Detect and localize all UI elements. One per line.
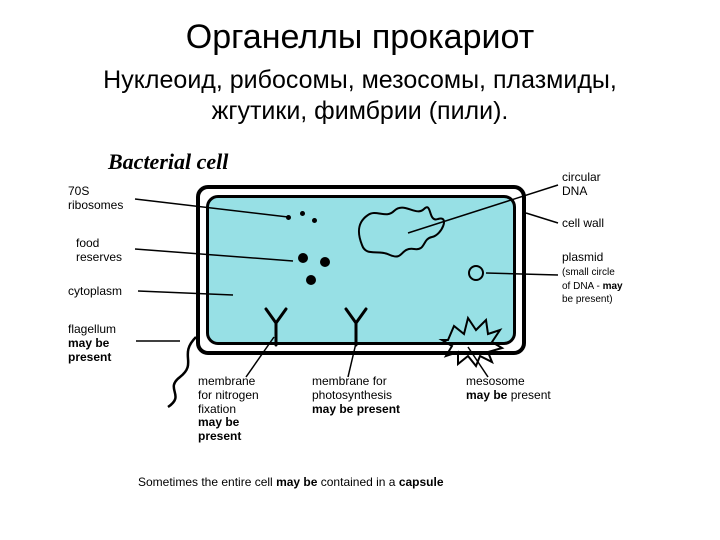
label-mesosome: mesosome may be present [466,375,551,403]
subtitle-line1: Нуклеоид, рибосомы, мезосомы, плазмиды, [103,66,617,94]
text: capsule [399,475,444,489]
text: ribosomes [68,198,123,212]
text: flagellum [68,322,116,336]
food-reserve-dot [298,253,308,263]
diagram: Bacterial cell 70S [68,145,652,505]
text: for nitrogen [198,388,259,402]
text: present [68,350,111,364]
ribosome-dot [312,218,317,223]
text: reserves [76,250,122,264]
ribosome-dot [286,215,291,220]
text: cell wall [562,216,604,230]
label-flagellum: flagellum may be present [68,323,116,364]
text: (small circle [562,267,615,278]
text: present [198,429,241,443]
text: membrane for [312,374,387,388]
food-reserve-dot [320,257,330,267]
page-title: Органеллы прокариот [0,0,720,57]
text: be present) [562,294,613,305]
text: of DNA - [562,281,600,292]
text: 70S [68,184,89,198]
text: mesosome [466,374,525,388]
label-cytoplasm: cytoplasm [68,285,122,299]
text: DNA [562,184,587,198]
footnote: Sometimes the entire cell may be contain… [138,475,444,489]
plasmid-shape [468,265,484,281]
text: present [507,388,550,402]
label-plasmid: plasmid (small circle of DNA - may be pr… [562,251,623,306]
text: may be [198,415,239,429]
label-mem-nitrogen: membrane for nitrogen fixation may be pr… [198,375,259,444]
text: may be present [312,402,400,416]
text: contained in a [317,475,398,489]
text: cytoplasm [68,284,122,298]
diagram-title: Bacterial cell [108,149,228,175]
ribosome-dot [300,211,305,216]
text: circular [562,170,601,184]
label-food: food reserves [76,237,122,265]
text: may be [68,336,109,350]
label-cell-wall: cell wall [562,217,604,231]
subtitle: Нуклеоид, рибосомы, мезосомы, плазмиды, … [0,65,720,128]
subtitle-line2: жгутики, фимбрии (пили). [212,97,509,125]
label-ribosomes: 70S ribosomes [68,185,123,213]
text: may be [466,388,507,402]
food-reserve-dot [306,275,316,285]
text: may be [276,475,317,489]
text: photosynthesis [312,388,392,402]
text: membrane [198,374,255,388]
text: Sometimes the entire cell [138,475,276,489]
text: plasmid [562,250,603,264]
text: food [76,236,99,250]
label-circular-dna: circular DNA [562,171,601,199]
text: may [603,281,623,292]
label-mem-photo: membrane for photosynthesis may be prese… [312,375,400,416]
text: fixation [198,402,236,416]
